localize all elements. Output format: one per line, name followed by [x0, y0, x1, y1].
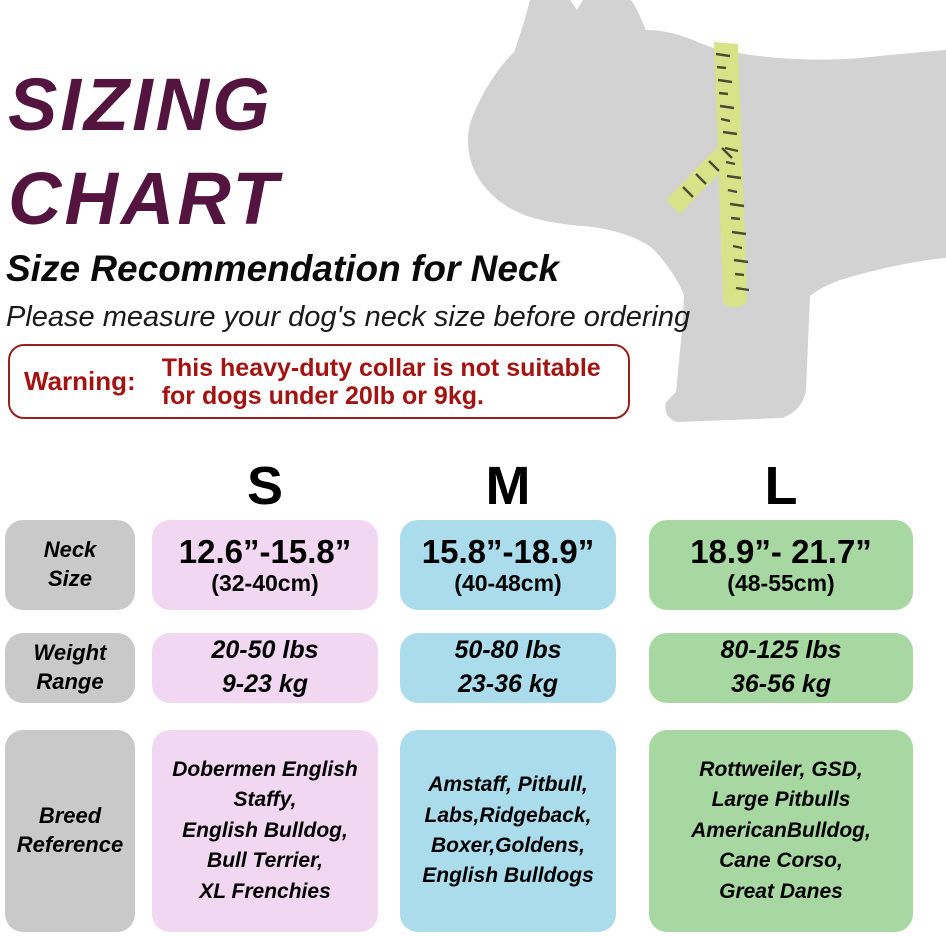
- warning-message-line1: This heavy-duty collar is not suitable: [161, 353, 601, 382]
- measuring-tape-strip: [714, 42, 747, 307]
- measuring-tape-branch: [666, 136, 742, 214]
- weight-kg-l: 36-56 kg: [730, 670, 832, 698]
- measure-note: Please measure your dog's neck size befo…: [6, 301, 691, 333]
- column-header-size-m: M: [485, 456, 531, 516]
- weight-kg-m: 23-36 kg: [457, 670, 559, 698]
- neck-size-inches-l: 18.9”- 21.7”: [690, 533, 872, 571]
- page-title-line1: SIZING: [8, 63, 273, 146]
- tape-tick-marks: [682, 52, 750, 292]
- page-subtitle: Size Recommendation for Neck: [6, 248, 560, 289]
- neck-size-inches-s: 12.6”-15.8”: [178, 533, 352, 571]
- breed-cell-m: Amstaff, Pitbull, Labs,Ridgeback, Boxer,…: [400, 730, 616, 932]
- weight-kg-s: 9-23 kg: [221, 670, 309, 698]
- warning-box: Warning: This heavy-duty collar is not s…: [8, 344, 630, 419]
- breed-list-m: Amstaff, Pitbull, Labs,Ridgeback, Boxer,…: [422, 773, 594, 888]
- neck-size-inches-m: 15.8”-18.9”: [421, 533, 595, 571]
- weight-cell-l: 80-125 lbs 36-56 kg: [649, 633, 913, 703]
- weight-lbs-l: 80-125 lbs: [720, 636, 842, 665]
- breed-cell-s: Dobermen English Staffy, English Bulldog…: [152, 730, 378, 932]
- warning-message-line2: for dogs under 20lb or 9kg.: [161, 381, 484, 410]
- breed-list-s: Dobermen English Staffy, English Bulldog…: [172, 757, 358, 903]
- row-label-weight-range: Weight Range: [5, 633, 135, 703]
- column-header-size-l: L: [764, 456, 798, 516]
- neck-size-cm-m: (40-48cm): [454, 569, 562, 596]
- weight-cell-m: 50-80 lbs 23-36 kg: [400, 633, 616, 703]
- weight-lbs-s: 20-50 lbs: [211, 636, 319, 665]
- dog-silhouette: [468, 0, 946, 422]
- neck-size-cell-m: 15.8”-18.9” (40-48cm): [400, 520, 616, 610]
- neck-size-cell-s: 12.6”-15.8” (32-40cm): [152, 520, 378, 610]
- breed-list-l: Rottweiler, GSD, Large Pitbulls American…: [691, 757, 871, 903]
- neck-size-cell-l: 18.9”- 21.7” (48-55cm): [649, 520, 913, 610]
- column-header-size-s: S: [246, 456, 284, 516]
- weight-lbs-m: 50-80 lbs: [454, 636, 562, 665]
- dog-silhouette-with-measuring-tape-icon: [468, 0, 946, 422]
- breed-cell-l: Rottweiler, GSD, Large Pitbulls American…: [649, 730, 913, 932]
- weight-cell-s: 20-50 lbs 9-23 kg: [152, 633, 378, 703]
- row-label-breed-reference: Breed Reference: [5, 730, 135, 932]
- page-title: SIZING CHART: [8, 58, 281, 246]
- warning-label: Warning:: [24, 366, 136, 396]
- page-title-line2: CHART: [8, 157, 281, 240]
- warning-message: This heavy-duty collar is not suitable f…: [162, 354, 601, 410]
- neck-size-cm-l: (48-55cm): [727, 569, 835, 596]
- row-label-neck-size: Neck Size: [5, 520, 135, 610]
- dog-illustration: [430, 0, 946, 440]
- neck-size-cm-s: (32-40cm): [211, 569, 319, 596]
